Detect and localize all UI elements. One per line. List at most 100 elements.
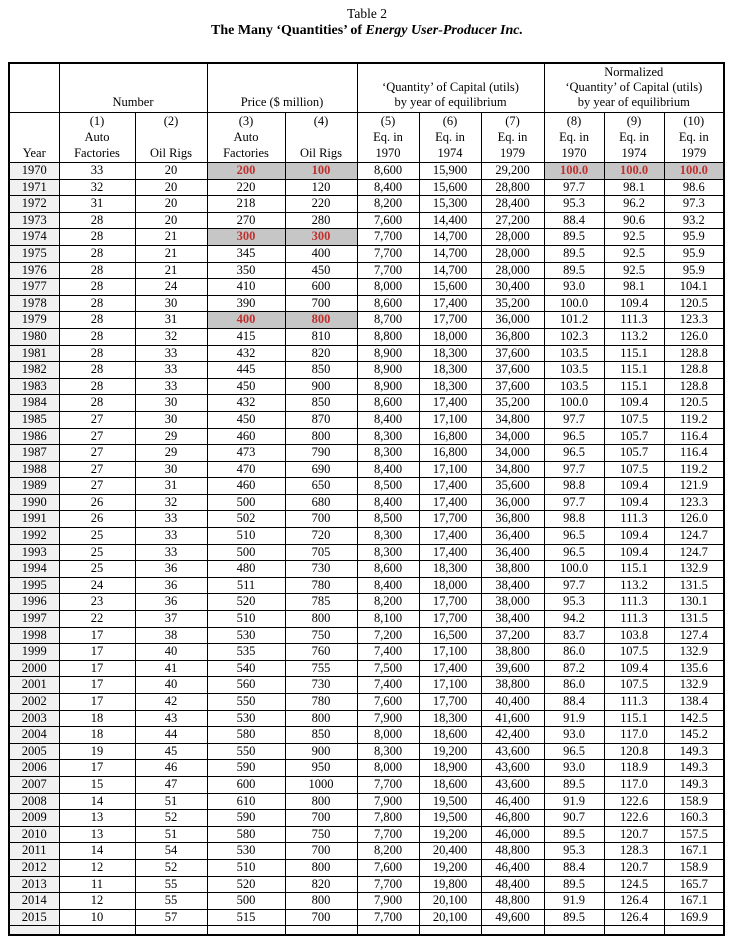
value-cell: 57 bbox=[134, 908, 208, 927]
value-cell: 7,200 bbox=[356, 626, 420, 645]
value-cell: 25 bbox=[58, 560, 136, 578]
year-cell: 2009 bbox=[8, 809, 60, 827]
value-cell: 7,900 bbox=[356, 892, 420, 910]
value-cell: 28,000 bbox=[480, 228, 545, 246]
value-cell: 8,600 bbox=[356, 560, 420, 578]
value-cell: 350 bbox=[206, 261, 286, 280]
value-cell: 7,700 bbox=[356, 775, 420, 794]
quantities-table: Number Price ($ million) ‘Quantity’ of Cap… bbox=[8, 62, 726, 937]
value-cell: 15,600 bbox=[418, 178, 482, 197]
stub-cell bbox=[543, 925, 605, 936]
value-cell: 8,600 bbox=[356, 394, 420, 412]
table-row: 2008 14 51 610 800 7,900 19,500 46,400 91.9 122.6… bbox=[8, 792, 725, 811]
table-row: 1997 22 37 510 800 8,100 17,700 38,400 94.2 111.3… bbox=[8, 610, 725, 628]
year-cell: 2010 bbox=[8, 825, 60, 844]
value-cell: 100.0 bbox=[543, 294, 605, 313]
value-cell: 51 bbox=[134, 825, 208, 844]
year-cell: 1987 bbox=[8, 444, 60, 462]
value-cell: 530 bbox=[206, 626, 286, 645]
value-cell: 97.3 bbox=[663, 195, 725, 213]
value-cell: 13 bbox=[58, 825, 136, 844]
value-cell: 20 bbox=[134, 195, 208, 213]
value-cell: 26 bbox=[58, 493, 136, 512]
value-cell: 38,000 bbox=[480, 593, 545, 612]
value-cell: 19,500 bbox=[418, 792, 482, 811]
value-cell: 38,400 bbox=[480, 576, 545, 595]
value-cell: 36 bbox=[134, 576, 208, 595]
value-cell: 560 bbox=[206, 676, 286, 694]
value-cell: 149.3 bbox=[663, 759, 725, 777]
value-cell: 120.5 bbox=[663, 294, 725, 313]
table-row: 1973 28 20 270 280 7,600 14,400 27,200 88.4 90.6 9… bbox=[8, 211, 725, 230]
value-cell: 95.9 bbox=[663, 228, 725, 246]
value-cell: 7,600 bbox=[356, 211, 420, 230]
value-cell: 511 bbox=[206, 576, 286, 595]
value-cell: 580 bbox=[206, 726, 286, 744]
group-header-cell bbox=[8, 62, 60, 113]
value-cell: 790 bbox=[284, 444, 358, 462]
value-cell: 700 bbox=[284, 294, 358, 313]
value-cell: 17,700 bbox=[418, 693, 482, 711]
value-cell: 25 bbox=[58, 527, 136, 545]
value-cell: 8,200 bbox=[356, 593, 420, 612]
value-cell: 33 bbox=[134, 344, 208, 363]
value-cell: 83.7 bbox=[543, 626, 605, 645]
value-cell: 8,200 bbox=[356, 842, 420, 860]
value-cell: 93.2 bbox=[663, 211, 725, 230]
value-cell: 89.5 bbox=[543, 825, 605, 844]
value-cell: 400 bbox=[206, 311, 286, 329]
value-cell: 7,700 bbox=[356, 228, 420, 246]
year-cell: 1976 bbox=[8, 261, 60, 280]
value-cell: 38,800 bbox=[480, 676, 545, 694]
year-cell: 1982 bbox=[8, 361, 60, 379]
value-cell: 700 bbox=[284, 908, 358, 927]
year-cell: 1994 bbox=[8, 560, 60, 578]
value-cell: 35,600 bbox=[480, 477, 545, 495]
value-cell: 820 bbox=[284, 875, 358, 894]
value-cell: 115.1 bbox=[603, 560, 665, 578]
value-cell: 11 bbox=[58, 875, 136, 894]
value-cell: 93.0 bbox=[543, 726, 605, 744]
value-cell: 132.9 bbox=[663, 560, 725, 578]
value-cell: 17 bbox=[58, 693, 136, 711]
value-cell: 432 bbox=[206, 394, 286, 412]
value-cell: 450 bbox=[206, 377, 286, 396]
value-cell: 103.8 bbox=[603, 626, 665, 645]
table-row: 1979 28 31 400 800 8,700 17,700 36,000 101.2 111.… bbox=[8, 311, 725, 329]
value-cell: 720 bbox=[284, 527, 358, 545]
value-cell: 36 bbox=[134, 560, 208, 578]
value-cell: 820 bbox=[284, 344, 358, 363]
value-cell: 16,800 bbox=[418, 427, 482, 446]
value-cell: 111.3 bbox=[603, 510, 665, 529]
value-cell: 8,400 bbox=[356, 178, 420, 197]
value-cell: 500 bbox=[206, 543, 286, 562]
value-cell: 42 bbox=[134, 693, 208, 711]
value-cell: 98.8 bbox=[543, 477, 605, 495]
value-cell: 19,200 bbox=[418, 858, 482, 877]
table-number-line: Table 2 bbox=[347, 6, 387, 21]
value-cell: 35,200 bbox=[480, 394, 545, 412]
value-cell: 30 bbox=[134, 410, 208, 429]
value-cell: 120.7 bbox=[603, 825, 665, 844]
value-cell: 220 bbox=[206, 178, 286, 197]
value-cell: 28 bbox=[58, 211, 136, 230]
value-cell: 103.5 bbox=[543, 377, 605, 396]
column-header-cell: (7) Eq. in 1979 bbox=[480, 112, 545, 163]
value-cell: 37 bbox=[134, 610, 208, 628]
value-cell: 18 bbox=[58, 709, 136, 728]
value-cell: 17,100 bbox=[418, 643, 482, 661]
value-cell: 95.3 bbox=[543, 593, 605, 612]
table-row: 1995 24 36 511 780 8,400 18,000 38,400 97.7 113.2… bbox=[8, 576, 725, 595]
value-cell: 33 bbox=[134, 527, 208, 545]
value-cell: 33 bbox=[134, 377, 208, 396]
table-row: 1986 27 29 460 800 8,300 16,800 34,000 96.5 105.7… bbox=[8, 427, 725, 446]
value-cell: 1000 bbox=[284, 775, 358, 794]
value-cell: 16,500 bbox=[418, 626, 482, 645]
year-cell: 1998 bbox=[8, 626, 60, 645]
value-cell: 28 bbox=[58, 377, 136, 396]
value-cell: 7,700 bbox=[356, 875, 420, 894]
value-cell: 19,500 bbox=[418, 809, 482, 827]
value-cell: 800 bbox=[284, 792, 358, 811]
caption-emphasis: Energy User-Producer Inc. bbox=[365, 23, 524, 38]
